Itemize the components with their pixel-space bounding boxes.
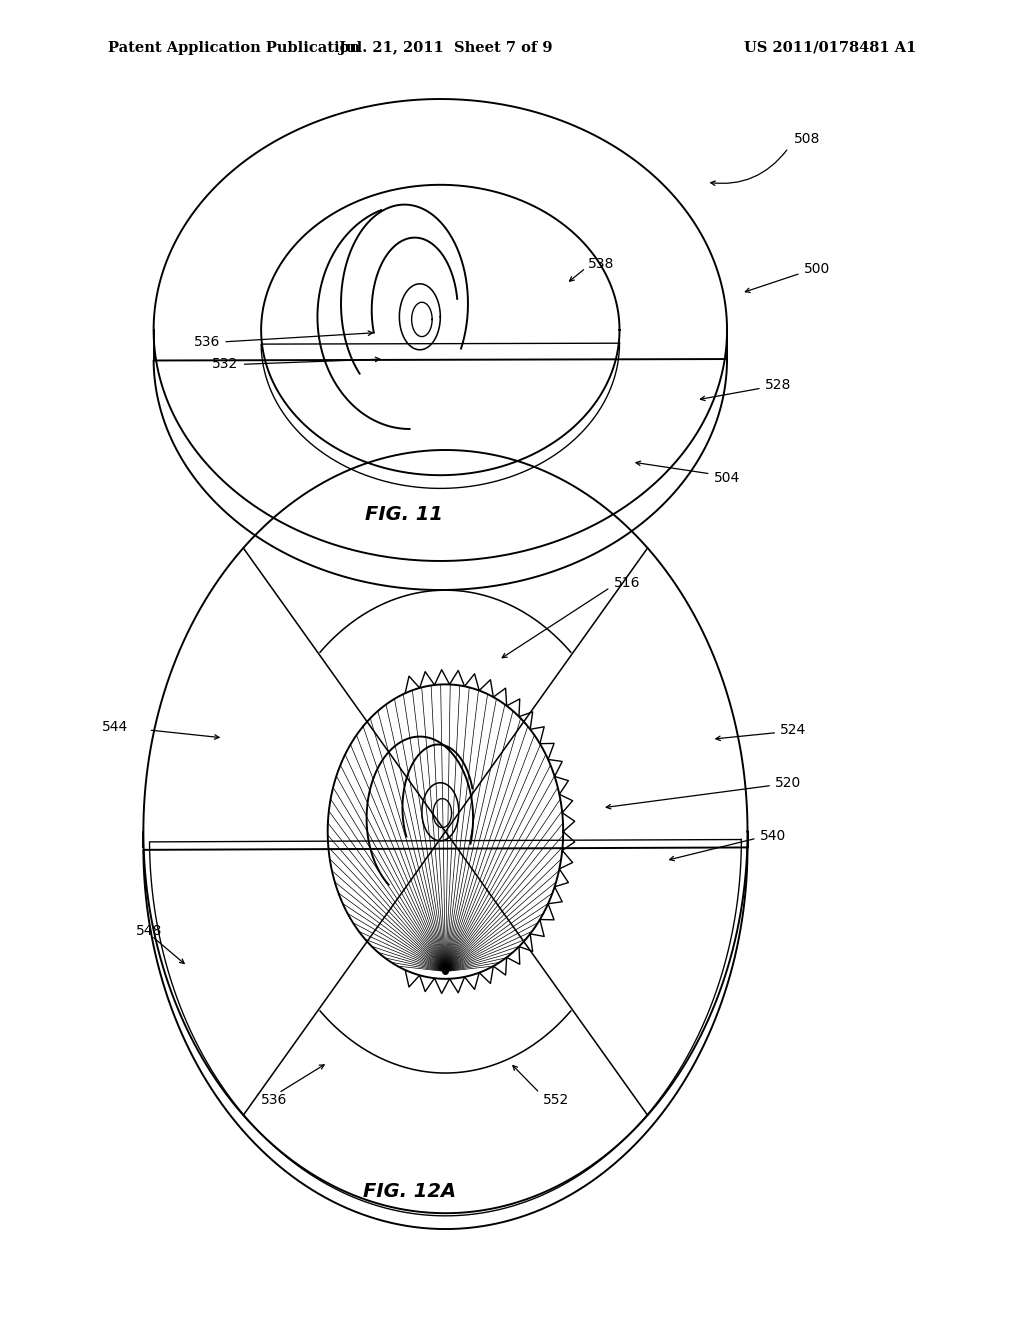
Text: 538: 538 bbox=[588, 257, 614, 271]
Text: FIG. 11: FIG. 11 bbox=[366, 506, 443, 524]
Text: 516: 516 bbox=[614, 577, 641, 590]
Text: 536: 536 bbox=[261, 1093, 288, 1106]
Text: US 2011/0178481 A1: US 2011/0178481 A1 bbox=[744, 41, 916, 54]
Text: 552: 552 bbox=[543, 1093, 569, 1106]
Text: 528: 528 bbox=[765, 379, 792, 392]
Text: 500: 500 bbox=[804, 263, 830, 276]
Text: 532: 532 bbox=[212, 358, 239, 371]
Text: Jul. 21, 2011  Sheet 7 of 9: Jul. 21, 2011 Sheet 7 of 9 bbox=[339, 41, 552, 54]
Text: 508: 508 bbox=[794, 132, 820, 145]
Text: 540: 540 bbox=[760, 829, 786, 842]
Text: 536: 536 bbox=[194, 335, 220, 348]
Text: FIG. 12A: FIG. 12A bbox=[364, 1183, 456, 1201]
Text: 524: 524 bbox=[780, 723, 807, 737]
Text: 548: 548 bbox=[136, 924, 163, 937]
Text: Patent Application Publication: Patent Application Publication bbox=[108, 41, 359, 54]
Text: 544: 544 bbox=[102, 721, 129, 734]
Text: 520: 520 bbox=[775, 776, 802, 789]
Text: 504: 504 bbox=[714, 471, 740, 484]
